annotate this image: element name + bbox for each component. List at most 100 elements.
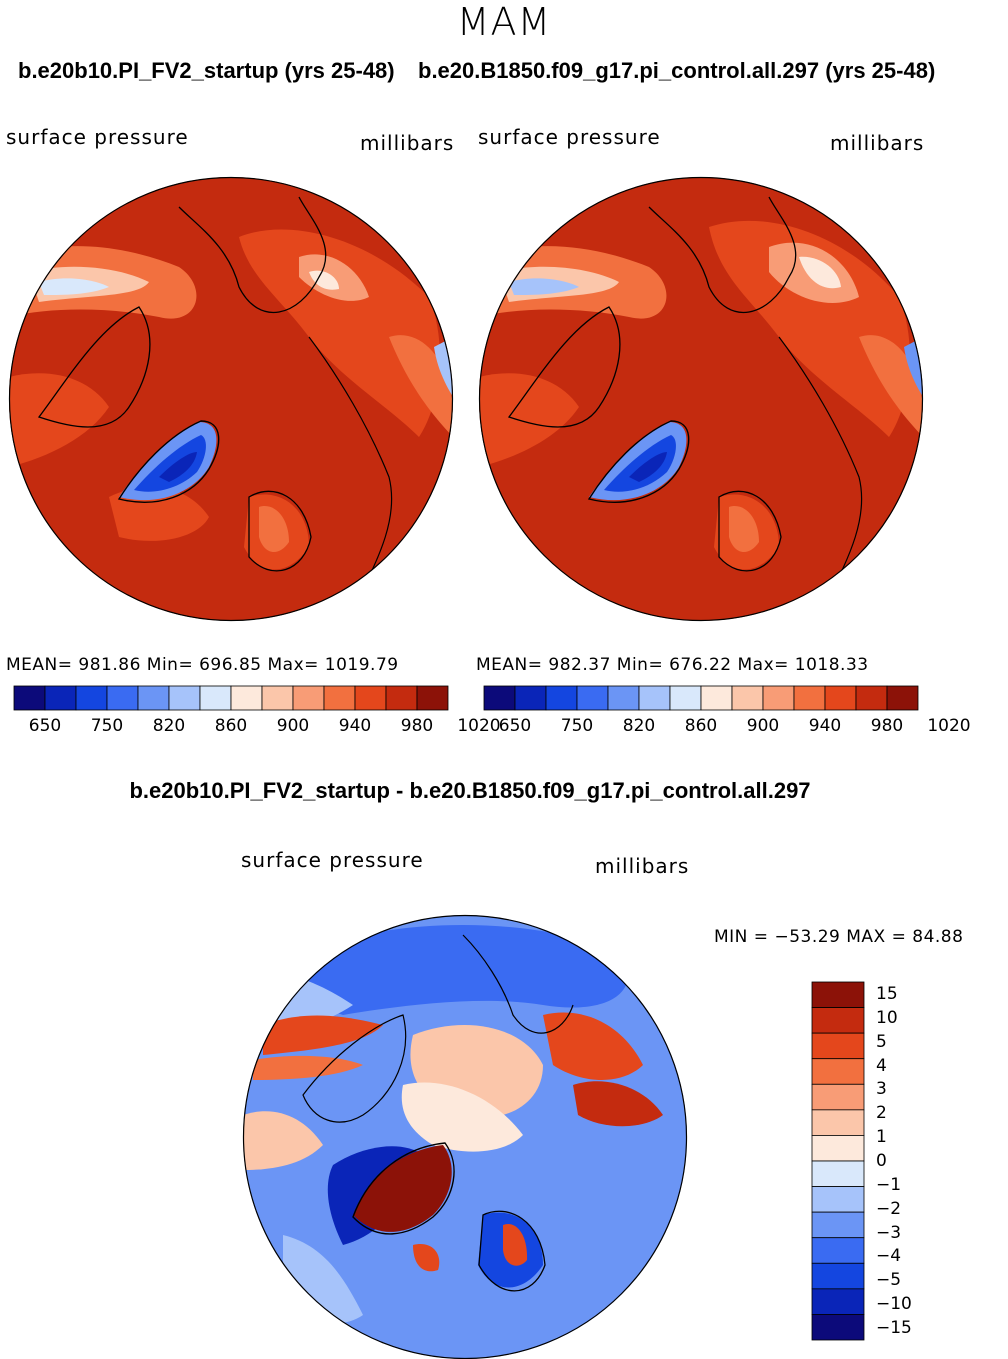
panel2-colorbar-swatch xyxy=(762,685,795,711)
coastline-greenland xyxy=(117,420,220,503)
panel2-colorbar-swatch xyxy=(483,685,516,711)
difference-variable-label: surface pressure xyxy=(241,848,424,872)
difference-colorbar-tick-label: −4 xyxy=(876,1246,902,1267)
panel2-colorbar-tick-label: 1020 xyxy=(927,716,971,736)
difference-colorbar-tick-label: 2 xyxy=(876,1103,887,1124)
panel1-colorbar-swatch xyxy=(385,685,418,711)
panel1-colorbar-tick-label: 650 xyxy=(28,716,62,736)
coastline-greenland xyxy=(587,420,690,503)
difference-colorbar-swatch xyxy=(811,1262,865,1290)
difference-region-na-pos2 xyxy=(573,1081,663,1127)
difference-colorbar-tick-label: 0 xyxy=(876,1151,887,1171)
panel1-colorbar-swatch xyxy=(44,685,77,711)
pressure-region-greenland-core xyxy=(629,452,667,482)
panel1-colorbar-tick-label: 940 xyxy=(338,716,372,736)
panel1-colorbar-ticks: 650 750 820 860 900 940 980 1020 xyxy=(14,716,501,738)
panel1-colorbar-tick-label: 980 xyxy=(400,716,434,736)
panel1-colorbar-swatch xyxy=(137,685,170,711)
pressure-region-europe xyxy=(9,373,109,467)
pressure-region-atlantic xyxy=(109,486,209,541)
panel2-variable-label: surface pressure xyxy=(478,125,661,149)
coastline-scandinavia xyxy=(718,490,782,572)
panel1-colorbar-tick-label: 860 xyxy=(214,716,248,736)
difference-colorbar-swatch xyxy=(811,1135,865,1162)
difference-units-label: millibars xyxy=(595,854,690,878)
pressure-region-greenland-core xyxy=(159,452,197,482)
panel1-colorbar-swatch xyxy=(168,685,201,711)
difference-stats: MIN = −53.29 MAX = 84.88 xyxy=(714,927,964,947)
difference-colorbar-swatch xyxy=(811,1211,865,1239)
panel1-colorbar-swatch xyxy=(323,685,356,711)
difference-colorbar-swatch xyxy=(811,1058,865,1085)
coastline-north-america xyxy=(302,1014,407,1123)
difference-region-greenland xyxy=(353,1145,452,1232)
difference-colorbar-swatch xyxy=(811,1109,865,1136)
panel1-map xyxy=(8,176,454,622)
panel1-colorbar-swatch xyxy=(106,685,139,711)
coastline-siberia xyxy=(178,196,327,314)
difference-colorbar-tick-label: 5 xyxy=(876,1031,887,1052)
panel2-colorbar-swatch xyxy=(824,685,857,711)
difference-colorbar-tick-label: 3 xyxy=(876,1079,887,1100)
difference-title: b.e20b10.PI_FV2_startup - b.e20.B1850.f0… xyxy=(129,778,811,803)
difference-colorbar-tick-label: 4 xyxy=(876,1055,887,1076)
panel2-colorbar-tick-label: 980 xyxy=(870,716,904,736)
pressure-region-greenland xyxy=(134,435,206,492)
panel2-colorbar-swatch xyxy=(700,685,733,711)
difference-colorbar-tick-label: 15 xyxy=(876,984,898,1004)
panel1-colorbar-tick-label: 750 xyxy=(90,716,124,736)
panel2-case-title: b.e20.B1850.f09_g17.pi_control.all.297 (… xyxy=(418,58,936,83)
difference-region-iceland xyxy=(413,1244,440,1272)
panel1-colorbar-tick-label: 1020 xyxy=(457,716,501,736)
difference-colorbar-tick-label: 10 xyxy=(876,1007,898,1028)
pressure-region-tibet-high xyxy=(509,278,579,295)
panel2-stats: MEAN= 982.37 Min= 676.22 Max= 1018.33 xyxy=(476,655,869,675)
panel2-colorbar-swatch xyxy=(855,685,888,711)
difference-colorbar-swatch xyxy=(811,1314,865,1341)
panel1-colorbar xyxy=(13,685,449,711)
panel2-colorbar-swatch xyxy=(545,685,578,711)
difference-region-north xyxy=(300,925,629,1015)
panel2-colorbar-swatch xyxy=(607,685,640,711)
panel2-colorbar-swatch xyxy=(638,685,671,711)
panel2-colorbar-tick-label: 750 xyxy=(560,716,594,736)
coastline-eurasia xyxy=(308,336,393,598)
difference-region-asia-pos xyxy=(263,1015,383,1055)
panel1-case-title: b.e20b10.PI_FV2_startup (yrs 25-48) xyxy=(18,58,395,83)
pressure-region-tibet-high xyxy=(39,278,109,295)
difference-region-scandinavia-pos xyxy=(503,1223,528,1266)
panel1-colorbar-swatch xyxy=(13,685,46,711)
pressure-region-europe xyxy=(479,373,579,467)
difference-colorbar-swatch xyxy=(811,1237,865,1264)
difference-colorbar-swatch xyxy=(811,1083,865,1111)
coastline-north-america xyxy=(507,306,621,428)
panel2-colorbar xyxy=(483,685,919,711)
pressure-region-rockies-high xyxy=(309,270,339,290)
pressure-region-north-america xyxy=(709,220,910,437)
difference-colorbar-ticks: 15 10 5 4 3 2 1 0 −1 −2 −3 −4 −5 −10 −15 xyxy=(872,982,932,1342)
pressure-region-scandinavia-inner xyxy=(259,506,289,553)
panel1-colorbar-tick-label: 900 xyxy=(276,716,310,736)
panel2-colorbar-tick-label: 860 xyxy=(684,716,718,736)
difference-colorbar-tick-label: 1 xyxy=(876,1127,887,1148)
panel2-colorbar-tick-label: 940 xyxy=(808,716,842,736)
panel2-colorbar-tick-label: 650 xyxy=(498,716,532,736)
panel2-colorbar-ticks: 650 750 820 860 900 940 980 1020 xyxy=(484,716,971,738)
panel1-colorbar-tick-label: 820 xyxy=(152,716,186,736)
panel1-colorbar-swatch xyxy=(354,685,387,711)
difference-colorbar-swatch xyxy=(811,1032,865,1060)
pressure-region-rockies-high xyxy=(799,256,841,289)
panel1-colorbar-swatch xyxy=(230,685,263,711)
difference-colorbar-swatch xyxy=(811,1186,865,1213)
panel1-colorbar-swatch xyxy=(292,685,325,711)
pressure-region-scandinavia-inner xyxy=(729,506,759,553)
difference-colorbar-tick-label: −5 xyxy=(876,1270,902,1291)
panel2-colorbar-swatch xyxy=(793,685,826,711)
coastline-north-america xyxy=(37,306,151,428)
panel2-colorbar-swatch xyxy=(886,685,919,711)
difference-colorbar-swatch xyxy=(811,1160,865,1187)
map-boundary xyxy=(8,176,454,622)
difference-map xyxy=(242,914,688,1359)
panel2-colorbar-swatch xyxy=(576,685,609,711)
difference-colorbar-swatch xyxy=(811,981,865,1008)
